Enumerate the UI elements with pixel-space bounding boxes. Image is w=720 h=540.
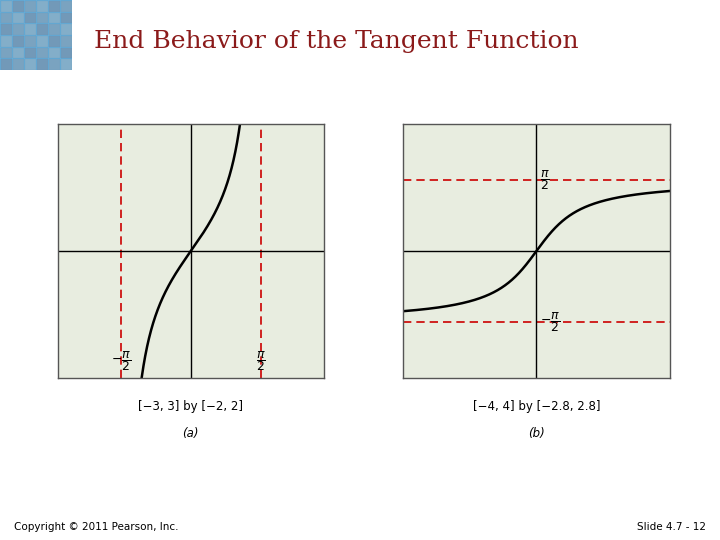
Bar <box>12 58 24 70</box>
Bar <box>12 12 24 23</box>
Text: [−3, 3] by [−2, 2]: [−3, 3] by [−2, 2] <box>138 400 243 413</box>
Bar <box>48 0 60 12</box>
Bar <box>0 58 12 70</box>
Bar <box>36 0 48 12</box>
Bar <box>24 0 36 12</box>
Bar <box>24 47 36 58</box>
Bar <box>0 23 12 35</box>
Bar <box>24 23 36 35</box>
Bar <box>48 58 60 70</box>
Bar <box>24 58 36 70</box>
Bar <box>60 58 72 70</box>
Bar <box>60 35 72 47</box>
Text: $-\dfrac{\pi}{2}$: $-\dfrac{\pi}{2}$ <box>541 310 561 334</box>
Bar <box>0 47 12 58</box>
Text: $\dfrac{\pi}{2}$: $\dfrac{\pi}{2}$ <box>256 349 266 373</box>
Bar <box>48 47 60 58</box>
Bar <box>12 23 24 35</box>
Bar <box>60 47 72 58</box>
Bar <box>12 35 24 47</box>
Bar <box>24 35 36 47</box>
Text: [−4, 4] by [−2.8, 2.8]: [−4, 4] by [−2.8, 2.8] <box>472 400 600 413</box>
Bar <box>36 23 48 35</box>
Text: Copyright © 2011 Pearson, Inc.: Copyright © 2011 Pearson, Inc. <box>14 522 179 532</box>
Text: $-\dfrac{\pi}{2}$: $-\dfrac{\pi}{2}$ <box>111 349 131 373</box>
Text: Slide 4.7 - 12: Slide 4.7 - 12 <box>636 522 706 532</box>
Bar <box>36 12 48 23</box>
Text: (b): (b) <box>528 427 545 440</box>
Bar <box>60 0 72 12</box>
Bar <box>36 47 48 58</box>
Text: End Behavior of the Tangent Function: End Behavior of the Tangent Function <box>94 30 578 53</box>
Bar <box>36 35 48 47</box>
Bar <box>60 12 72 23</box>
Text: (a): (a) <box>183 427 199 440</box>
Bar <box>60 23 72 35</box>
Bar <box>12 0 24 12</box>
Bar <box>24 12 36 23</box>
Bar <box>0 35 12 47</box>
Text: $\dfrac{\pi}{2}$: $\dfrac{\pi}{2}$ <box>541 168 550 192</box>
Bar <box>48 35 60 47</box>
Bar <box>0 12 12 23</box>
Bar <box>36 58 48 70</box>
Bar <box>0 0 12 12</box>
Bar <box>12 47 24 58</box>
Bar <box>48 12 60 23</box>
Bar <box>48 23 60 35</box>
